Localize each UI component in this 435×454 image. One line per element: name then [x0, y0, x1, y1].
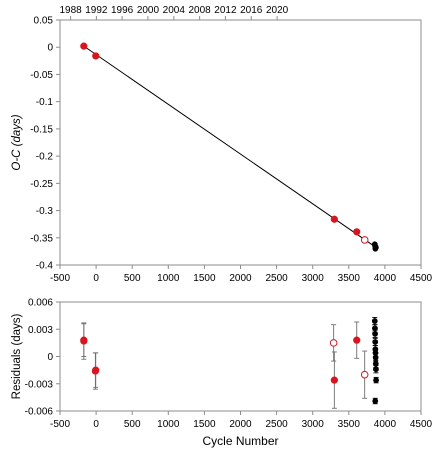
data-point: [92, 52, 100, 60]
data-point: [372, 339, 379, 345]
x-tick-label: 1000: [157, 273, 180, 284]
data-point: [330, 215, 338, 223]
x-tick-label: 500: [124, 419, 141, 430]
data-point: [80, 42, 88, 50]
y-axis-label: Residuals (days): [11, 314, 23, 400]
x-tick-label: 2500: [265, 419, 288, 430]
top-x-tick-label: 2008: [189, 5, 212, 16]
data-point: [353, 336, 361, 344]
x-tick-label: 4500: [410, 273, 433, 284]
data-point: [92, 366, 100, 374]
y-tick-label: -0.3: [36, 206, 54, 217]
residuals-panel: -500 0 500 1000 1500 2000 2500 3000 3500 4000 4500…: [11, 298, 433, 449]
data-point: [373, 377, 379, 384]
data-point: [372, 398, 379, 404]
x-tick-label: 500: [124, 273, 141, 284]
data-point: [353, 228, 361, 236]
data-point-open: [329, 339, 338, 347]
y-tick-label: 0.003: [28, 325, 53, 336]
y-tick-label: 0: [47, 43, 53, 54]
x-tick-label: 1500: [193, 419, 216, 430]
x-tick-label: 1500: [193, 273, 216, 284]
plot-frame: [59, 301, 422, 412]
top-x-tick-label: 2020: [266, 5, 289, 16]
x-tick-label: 4500: [410, 419, 433, 430]
x-tick-label: 2000: [229, 419, 252, 430]
top-x-tick-label: 1988: [59, 5, 82, 16]
data-point-open: [360, 370, 369, 379]
y-tick-label: -0.006: [25, 407, 54, 418]
x-tick-label: 3000: [302, 419, 325, 430]
x-tick-label: 3000: [302, 273, 325, 284]
x-tick-label: 4000: [374, 419, 397, 430]
data-point: [371, 318, 378, 324]
x-tick-label: 3500: [338, 273, 361, 284]
y-tick-label: -0.1: [36, 97, 54, 108]
x-tick-label: 0: [93, 273, 99, 284]
y-tick-label: -0.2: [36, 152, 54, 163]
data-point: [80, 336, 88, 344]
y-tick-label: -0.15: [30, 124, 53, 135]
top-x-tick-label: 1992: [85, 5, 108, 16]
top-x-tick-label: 1996: [111, 5, 134, 16]
data-point: [372, 330, 378, 337]
data-point: [372, 354, 379, 361]
y-tick-label: -0.35: [30, 233, 53, 244]
x-tick-label: 0: [93, 419, 99, 430]
oc-diagram-panel: -500 0 500 1000 1500 2000 2500 3000 3500 4000 4500…: [11, 5, 433, 284]
top-x-tick-label: 2012: [214, 5, 237, 16]
data-point: [330, 376, 338, 384]
x-tick-label: 4000: [374, 273, 397, 284]
y-axis-label: O-C (days): [11, 114, 23, 170]
x-tick-label: 2500: [265, 273, 288, 284]
data-point: [373, 366, 379, 373]
y-tick-label: -0.05: [30, 70, 53, 81]
y-tick-label: -0.4: [36, 261, 54, 272]
y-tick-label: -0.003: [25, 379, 54, 390]
top-x-tick-label: 2016: [240, 5, 263, 16]
x-tick-label: -500: [50, 273, 70, 284]
top-x-tick-label: 2004: [163, 5, 186, 16]
x-tick-label: 1000: [157, 419, 180, 430]
y-tick-label: 0: [47, 352, 53, 363]
linear-fit-line: [83, 45, 377, 248]
x-tick-label: 2000: [229, 273, 252, 284]
x-tick-label: 3500: [338, 419, 361, 430]
y-tick-label: -0.25: [30, 179, 53, 190]
y-tick-label: 0.05: [34, 16, 54, 27]
plot-frame: [59, 19, 422, 266]
x-axis-label: Cycle Number: [202, 434, 278, 448]
x-tick-label: -500: [50, 419, 70, 430]
data-point-open: [360, 236, 369, 244]
top-x-tick-label: 2000: [137, 5, 160, 16]
y-tick-label: 0.006: [28, 298, 53, 309]
data-point: [372, 245, 379, 252]
